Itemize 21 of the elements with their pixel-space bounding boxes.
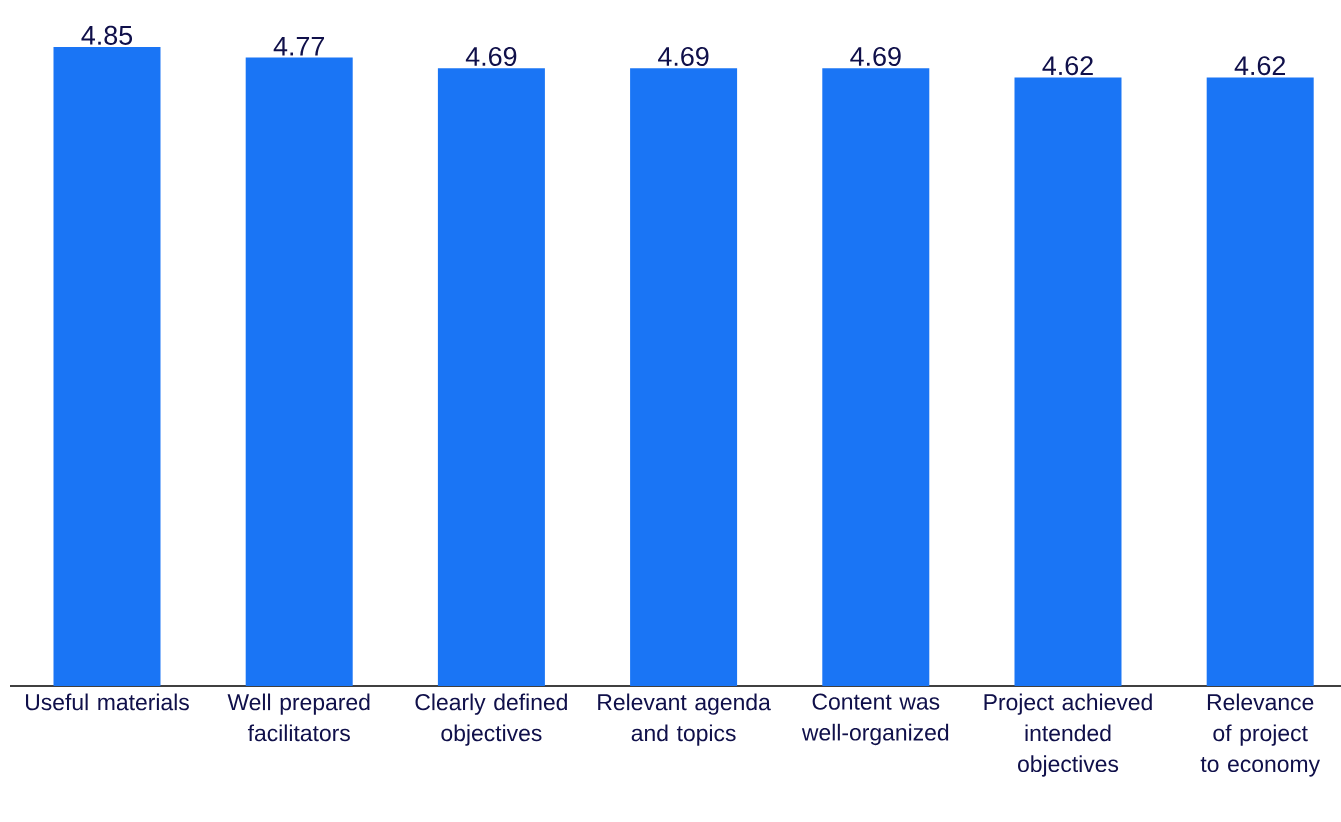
- data-label: 4.85: [81, 25, 133, 45]
- bar: [630, 68, 738, 686]
- data-label: 4.69: [850, 46, 901, 66]
- x-tick-label: Relevance of project to economy: [1200, 693, 1320, 777]
- data-label: 4.69: [658, 46, 709, 66]
- data-label: 4.62: [1042, 56, 1093, 76]
- x-tick-label: Relevant agenda and topics: [598, 693, 771, 746]
- bar: [1206, 77, 1314, 686]
- x-tick-label: Content was well-organized: [801, 693, 949, 746]
- data-label: 4.62: [1234, 56, 1286, 76]
- x-tick-label: Project achieved intended objectives: [984, 693, 1152, 777]
- data-label: 4.69: [465, 46, 517, 66]
- bar: [437, 68, 545, 686]
- x-tick-label: Clearly defined objectives: [415, 693, 567, 746]
- bar: [1014, 77, 1122, 686]
- bar: [53, 47, 161, 686]
- data-label: 4.77: [273, 36, 325, 56]
- x-tick-label: Useful materials: [25, 693, 189, 711]
- bar: [245, 57, 353, 686]
- x-tick-label: Well prepared facilitators: [227, 693, 370, 742]
- bar: [822, 68, 930, 686]
